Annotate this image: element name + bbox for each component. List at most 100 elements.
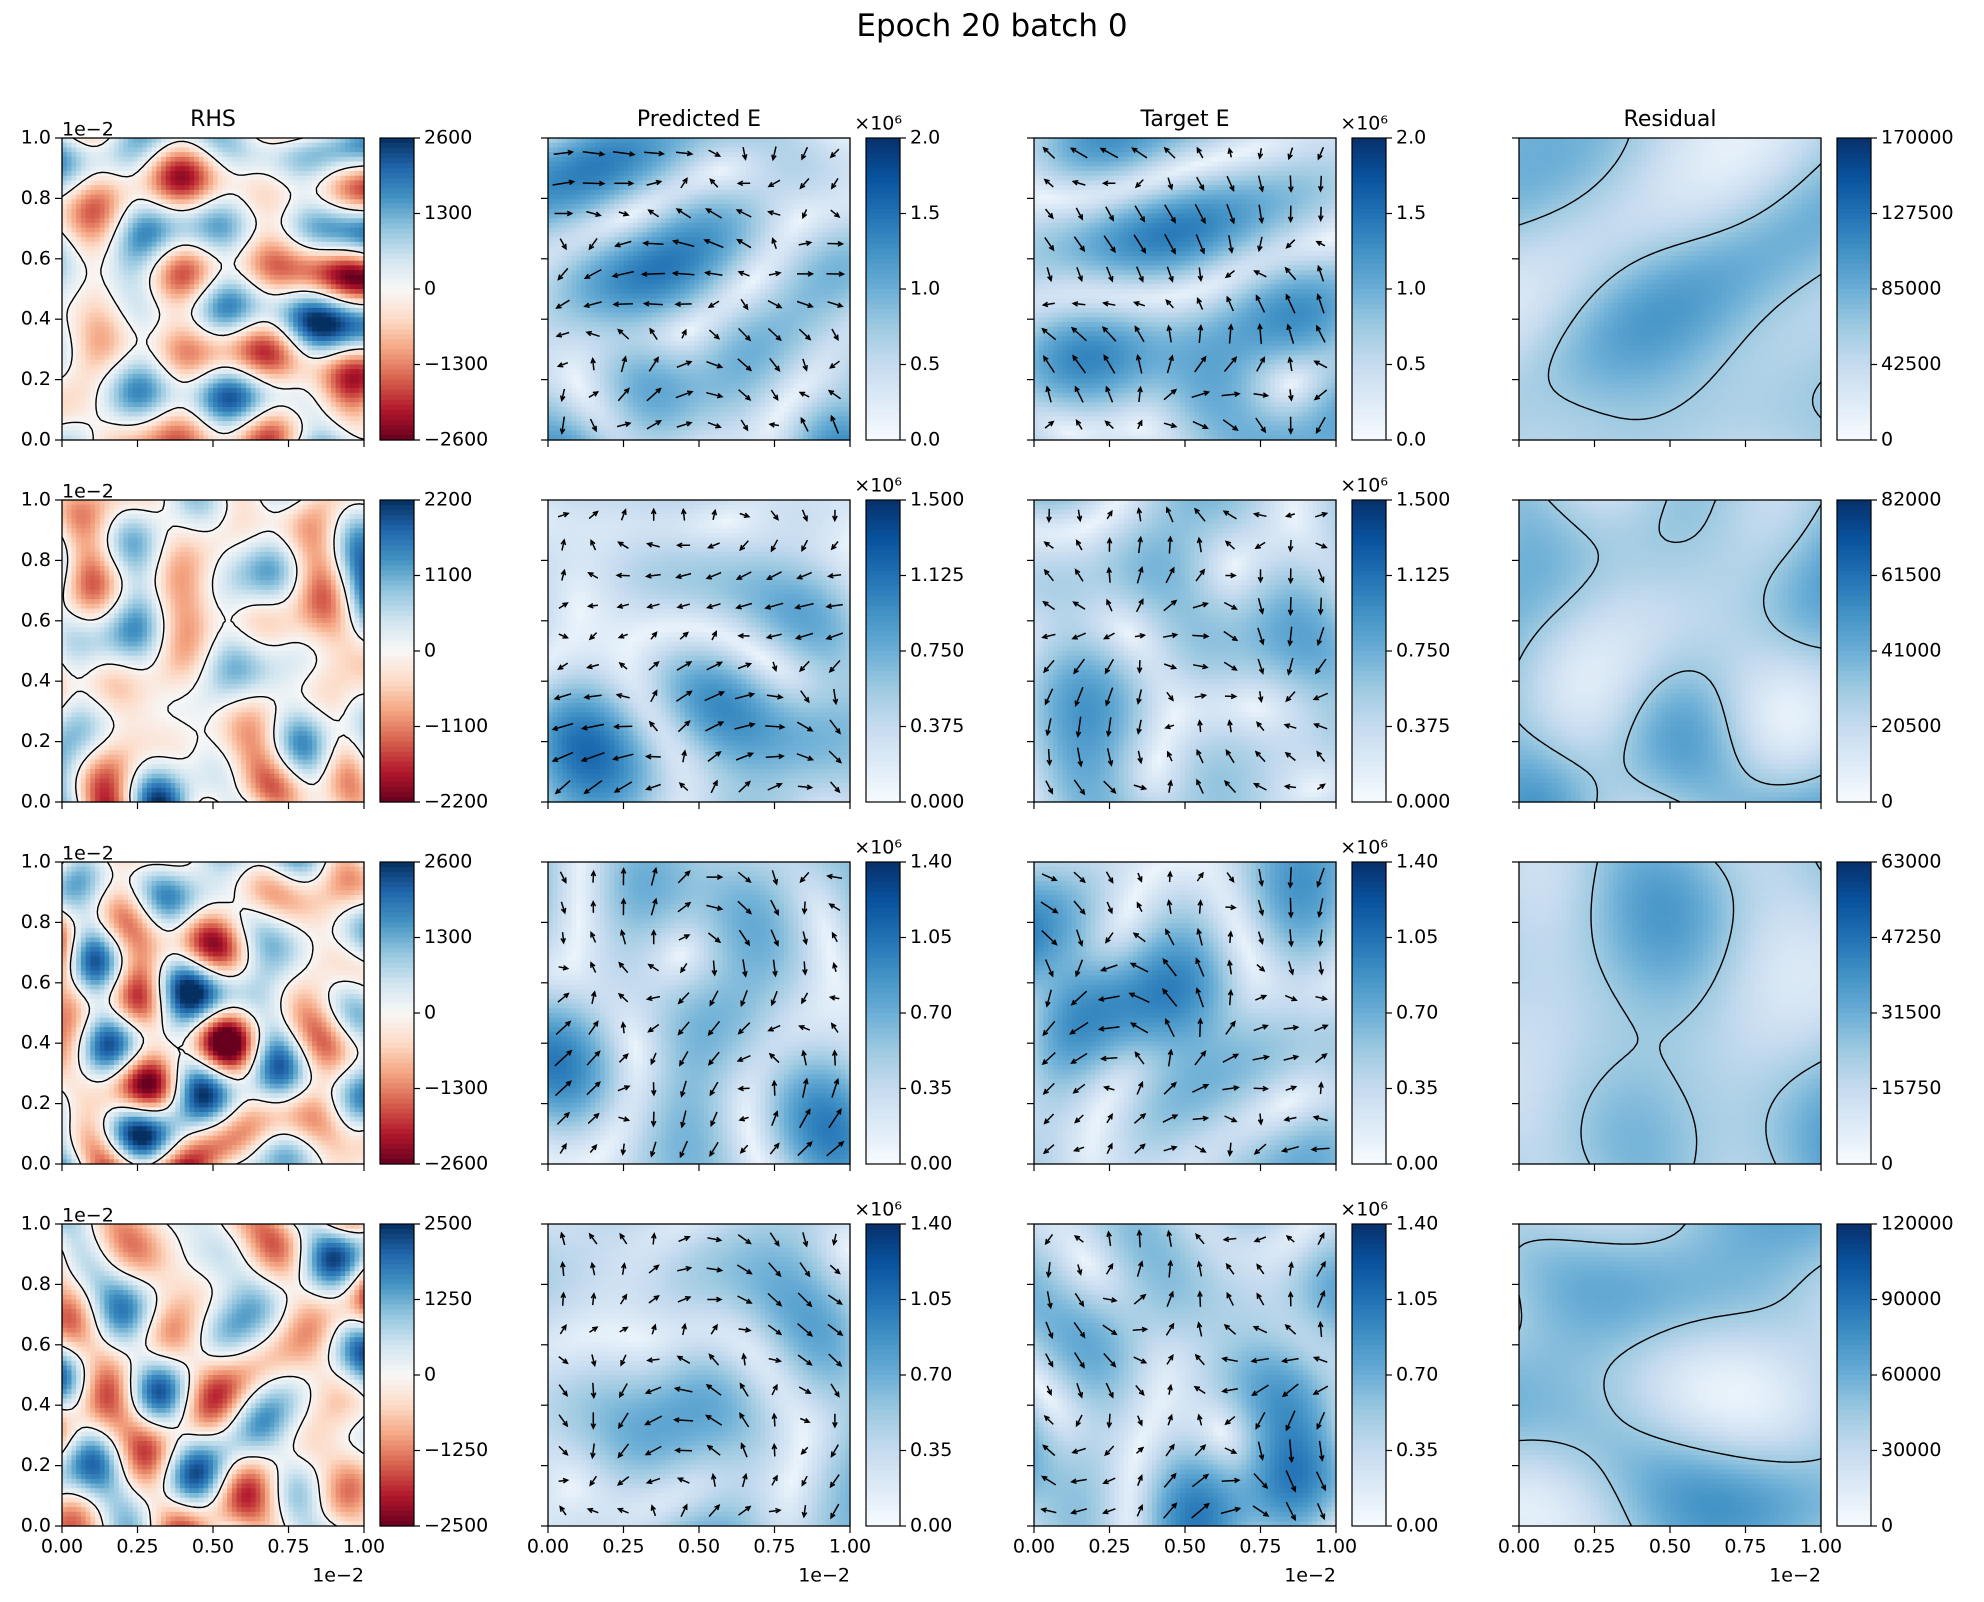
colorbar-tick-label: −2600 [424,429,488,451]
y-offset-text: 1e−2 [62,481,114,503]
y-tick-label: 1.0 [21,127,51,149]
colorbar-tick-label: 0.00 [910,1515,952,1537]
colorbar-tick-label: 2600 [424,127,472,149]
colorbar-tick-label: 0.35 [1396,1077,1438,1099]
colorbar-tick-label: 2.0 [1396,127,1426,149]
colorbar-tick-label: 1.500 [910,489,964,511]
colorbar-tick-label: 2.0 [910,127,940,149]
colorbar-tick-label: 82000 [1881,489,1941,511]
colorbar-tick-label: 0 [1881,791,1893,813]
colorbar-multiplier: ×10⁶ [854,113,902,135]
panel-title: RHS [190,107,236,132]
y-offset-text: 1e−2 [62,1205,114,1227]
colorbar-tick-label: 60000 [1881,1364,1941,1386]
colorbar-multiplier: ×10⁶ [854,837,902,859]
colorbar-tick-label: 0.00 [1396,1515,1438,1537]
x-offset-text: 1e−2 [312,1565,364,1587]
colorbar-tick-label: 0.00 [1396,1153,1438,1175]
panel-r2-c1: 0.000.350.701.051.40×10⁶ [541,837,952,1175]
x-offset-text: 1e−2 [1769,1565,1821,1587]
x-tick-label: 0.25 [1088,1536,1130,1558]
x-tick-label: 0.50 [678,1536,720,1558]
colorbar-tick-label: 2500 [424,1213,472,1235]
colorbar-tick-label: 1.125 [1396,564,1450,586]
y-tick-label: 0.6 [21,971,51,993]
colorbar-multiplier: ×10⁶ [1340,837,1388,859]
colorbar-tick-label: 0 [1881,429,1893,451]
colorbar-tick-label: 1.40 [1396,1213,1438,1235]
y-offset-text: 1e−2 [62,119,114,141]
colorbar-tick-label: 0.5 [1396,353,1426,375]
x-offset-text: 1e−2 [798,1565,850,1587]
colorbar-tick-label: 1.500 [1396,489,1450,511]
panel-r2-c0: 0.00.20.40.60.81.0 1e−2−2600−130001300260… [21,843,489,1175]
y-tick-label: 0.0 [21,1515,51,1537]
x-tick-label: 1.00 [343,1536,385,1558]
colorbar-tick-label: 0.35 [1396,1439,1438,1461]
x-tick-label: 0.50 [1164,1536,1206,1558]
colorbar-tick-label: 0.5 [910,353,940,375]
colorbar-tick-label: 2200 [424,489,472,511]
colorbar-tick-label: −1300 [424,353,488,375]
colorbar-tick-label: 1.40 [910,1213,952,1235]
y-tick-label: 0.8 [21,549,51,571]
x-tick-label: 0.50 [1649,1536,1691,1558]
colorbar-tick-label: 0.35 [910,1439,952,1461]
colorbar-tick-label: −1250 [424,1439,488,1461]
colorbar-multiplier: ×10⁶ [854,475,902,497]
colorbar-tick-label: 15750 [1881,1077,1941,1099]
y-tick-label: 1.0 [21,1213,51,1235]
colorbar-tick-label: 1.05 [1396,926,1438,948]
colorbar-tick-label: 0.0 [910,429,940,451]
colorbar-tick-label: 1.125 [910,564,964,586]
colorbar-tick-label: 0 [424,640,436,662]
colorbar-multiplier: ×10⁶ [1340,113,1388,135]
colorbar-tick-label: 1100 [424,564,472,586]
y-tick-label: 0.8 [21,187,51,209]
y-tick-label: 0.6 [21,247,51,269]
colorbar-tick-label: 0.375 [1396,715,1450,737]
panel-r0-c1: Predicted E0.00.51.01.52.0×10⁶ [541,107,940,451]
colorbar-tick-label: 0 [1881,1515,1893,1537]
colorbar-tick-label: 0 [424,1364,436,1386]
panel-title: Predicted E [637,107,761,132]
colorbar-tick-label: 1250 [424,1288,472,1310]
y-tick-label: 0.2 [21,730,51,752]
x-tick-label: 0.25 [1573,1536,1615,1558]
colorbar-tick-label: 1.40 [1396,851,1438,873]
x-tick-label: 0.75 [267,1536,309,1558]
y-offset-text: 1e−2 [62,843,114,865]
colorbar-tick-label: 1.40 [910,851,952,873]
colorbar-tick-label: 1.05 [910,1288,952,1310]
y-tick-label: 0.4 [21,1032,51,1054]
colorbar-tick-label: 0.70 [1396,1002,1438,1024]
x-tick-label: 0.75 [1239,1536,1281,1558]
panel-r0-c2: Target E0.00.51.01.52.0×10⁶ [1027,107,1426,451]
colorbar-tick-label: −1300 [424,1077,488,1099]
y-tick-label: 0.4 [21,308,51,330]
panel-r3-c0: 0.00.20.40.60.81.0 1e−20.00 0.25 0.50 0.75 1.… [21,1205,489,1587]
colorbar-tick-label: 1.05 [1396,1288,1438,1310]
colorbar-tick-label: 0.750 [910,640,964,662]
colorbar-tick-label: 85000 [1881,278,1941,300]
colorbar-tick-label: 61500 [1881,564,1941,586]
colorbar-tick-label: 0.000 [1396,791,1450,813]
panel-title: Target E [1140,107,1230,132]
colorbar-tick-label: 20500 [1881,715,1941,737]
colorbar-tick-label: 2600 [424,851,472,873]
y-tick-label: 0.8 [21,911,51,933]
x-offset-text: 1e−2 [1284,1565,1336,1587]
x-tick-label: 0.00 [41,1536,83,1558]
y-tick-label: 0.8 [21,1273,51,1295]
colorbar-multiplier: ×10⁶ [1340,475,1388,497]
colorbar-tick-label: 120000 [1881,1213,1954,1235]
x-tick-label: 1.00 [1315,1536,1357,1558]
colorbar-tick-label: 31500 [1881,1002,1941,1024]
y-tick-label: 0.0 [21,429,51,451]
colorbar-tick-label: 90000 [1881,1288,1941,1310]
y-tick-label: 0.4 [21,670,51,692]
